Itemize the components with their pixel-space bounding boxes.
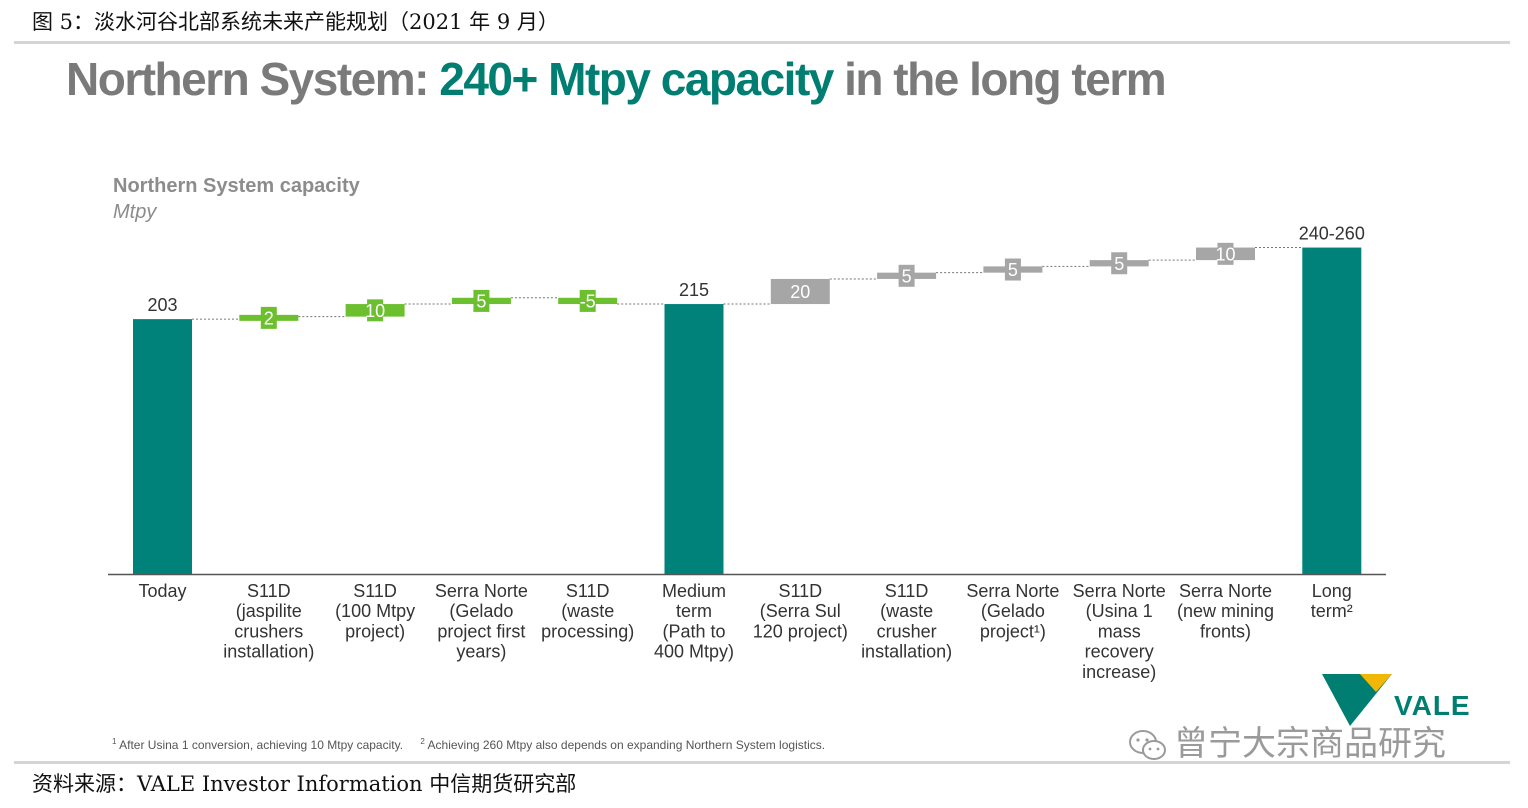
category-label-5: Medium term (Path to 400 Mtpy) [654,581,734,662]
bar-label-bg-3 [473,289,490,312]
bar-value-label-10: 10 [1215,244,1235,264]
page-title: Northern System: 240+ Mtpy capacity in t… [66,52,1167,106]
footnote-1-mark: 1 [112,737,117,746]
bar-value-label-0: 203 [147,295,177,315]
wechat-icon [1129,730,1166,761]
bar-value-label-2: 10 [365,301,385,321]
footnote-1: After Usina 1 conversion, achieving 10 M… [119,738,404,752]
bottom-divider [14,761,1510,764]
bar-label-bg-2 [367,299,384,322]
chart-unit-label: Mtpy [113,201,157,223]
bar-label-bg-8 [1004,258,1021,281]
bar-value-label-1: 2 [264,308,274,328]
category-label-11: Long term² [1311,581,1353,621]
bar-label-bg-1 [260,306,277,329]
footnote-2-mark: 2 [420,737,425,746]
bar-value-label-6: 20 [790,282,810,302]
bar-value-label-11: 240-260 [1299,224,1365,244]
category-label-7: S11D (waste crusher installation) [861,581,952,662]
bar-label-bg-4 [579,289,596,312]
bar-5 [664,304,724,574]
watermark: 曾宁大宗商品研究 [1128,716,1446,765]
title-part-1: Northern System: [66,53,440,105]
bar-0 [133,319,192,574]
bar-value-label-7: 5 [902,266,912,286]
bar-11 [1302,247,1362,575]
title-accent: 240+ Mtpy capacity [439,53,834,105]
category-label-9: Serra Norte (Usina 1 mass recovery increase) [1073,581,1166,682]
footnote-2: Achieving 260 Mtpy also depends on expan… [427,738,826,752]
bar-label-bg-10 [1217,242,1234,265]
bar-label-bg-7 [898,264,915,287]
category-label-1: S11D (jaspilite crushers installation) [223,581,314,662]
category-label-6: S11D (Serra Sul 120 project) [753,581,848,641]
bar-label-bg-9 [1111,252,1128,275]
category-label-3: Serra Norte (Gelado project first years) [435,581,528,662]
source-note: 资料来源：VALE Investor Information 中信期货研究部 [32,772,577,796]
bar-value-label-8: 5 [1008,260,1018,280]
vale-logo-text: VALE [1394,690,1471,721]
category-label-0: Today [138,581,186,601]
category-label-4: S11D (waste processing) [541,581,634,641]
category-label-10: Serra Norte (new mining fronts) [1177,581,1274,641]
top-divider [14,41,1510,44]
category-label-2: S11D (100 Mtpy project) [335,581,415,641]
chart-title: Northern System capacity [113,175,360,197]
category-label-8: Serra Norte (Gelado project¹) [966,581,1059,641]
bar-value-label-9: 5 [1114,254,1124,274]
bar-6 [770,278,830,305]
vale-logo-icon [1322,674,1392,726]
figure-caption: 图 5：淡水河谷北部系统未来产能规划（2021 年 9 月） [32,10,559,34]
watermark-text: 曾宁大宗商品研究 [1174,725,1446,763]
bar-value-label-4: -5 [580,291,596,311]
footnotes: 1 After Usina 1 conversion, achieving 10… [112,737,825,752]
bar-value-label-5: 215 [679,280,709,300]
title-part-2: in the long term [832,53,1167,105]
bar-value-label-3: 5 [476,291,486,311]
